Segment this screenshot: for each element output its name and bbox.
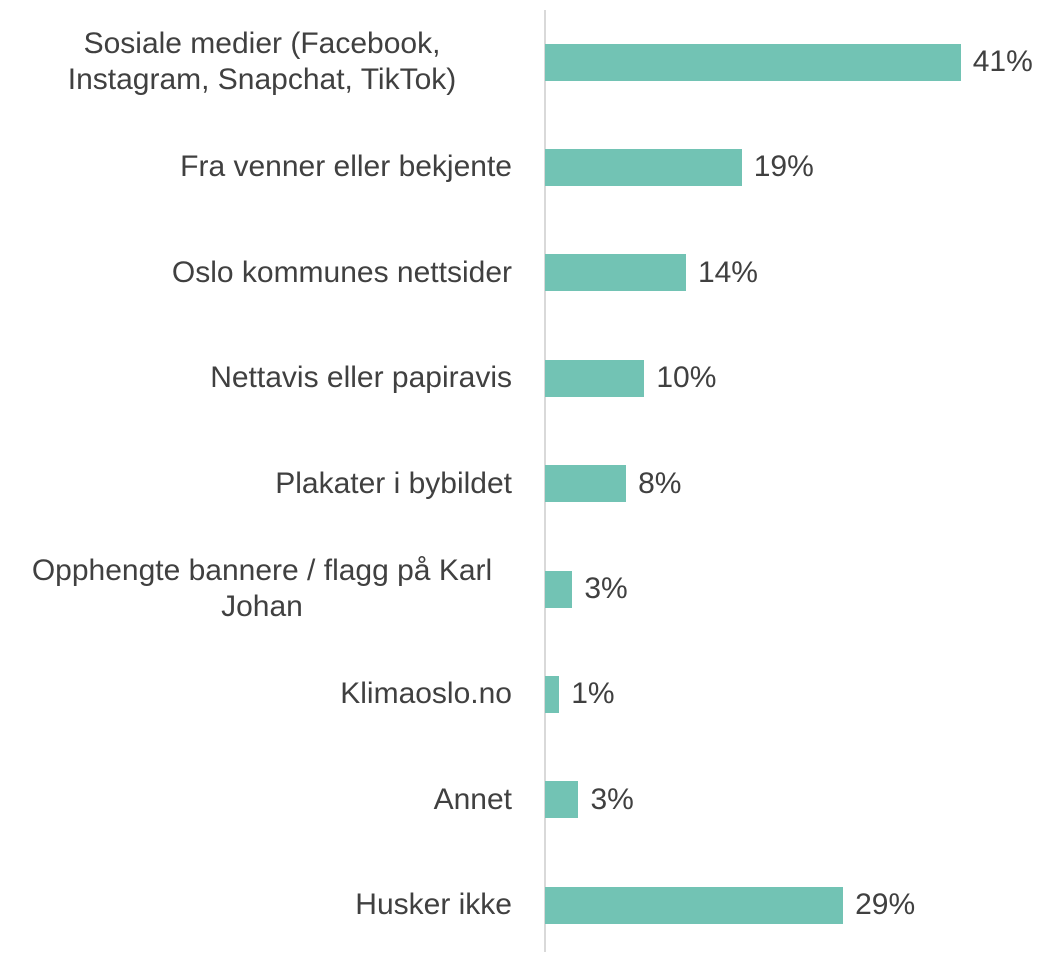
category-label: Plakater i bybildet (275, 466, 512, 500)
category-row: Fra venner eller bekjente (0, 117, 512, 217)
category-label: Husker ikke (355, 888, 512, 922)
bar (545, 886, 844, 924)
bar (545, 675, 560, 713)
bar (545, 570, 573, 608)
value-label: 29% (855, 888, 916, 922)
bar (545, 359, 645, 397)
category-row: Klimaoslo.no (0, 644, 512, 744)
category-label: Klimaoslo.no (340, 677, 512, 711)
category-row: Plakater i bybildet (0, 434, 512, 534)
bar (545, 148, 742, 186)
bar (545, 254, 686, 292)
bar (545, 781, 579, 819)
value-label: 8% (638, 466, 682, 500)
value-label: 14% (697, 255, 758, 289)
value-label: 3% (584, 572, 628, 605)
bar (545, 465, 627, 503)
value-label: 19% (753, 150, 814, 184)
category-row: Nettavis eller papiravis (0, 328, 512, 428)
category-label: Nettavis eller papiravis (210, 361, 512, 395)
category-label: Oslo kommunes nettsider (171, 255, 512, 289)
value-label: 3% (590, 782, 634, 816)
category-row: Sosiale medier (Facebook, Instagram, Sna… (0, 12, 512, 112)
value-label: 1% (571, 677, 615, 711)
category-label: Annet (433, 782, 512, 816)
category-label: Sosiale medier (Facebook, Instagram, Sna… (67, 27, 457, 96)
category-row: Husker ikke (0, 855, 512, 955)
category-label: Opphengte bannere / flagg på Karl Johan (31, 554, 493, 623)
category-row: Oslo kommunes nettsider (0, 223, 512, 323)
bar (545, 43, 961, 81)
value-label: 41% (972, 45, 1033, 78)
category-label: Fra venner eller bekjente (180, 150, 512, 184)
category-row: Opphengte bannere / flagg på Karl Johan (0, 539, 512, 639)
category-row: Annet (0, 750, 512, 850)
value-label: 10% (656, 361, 717, 395)
